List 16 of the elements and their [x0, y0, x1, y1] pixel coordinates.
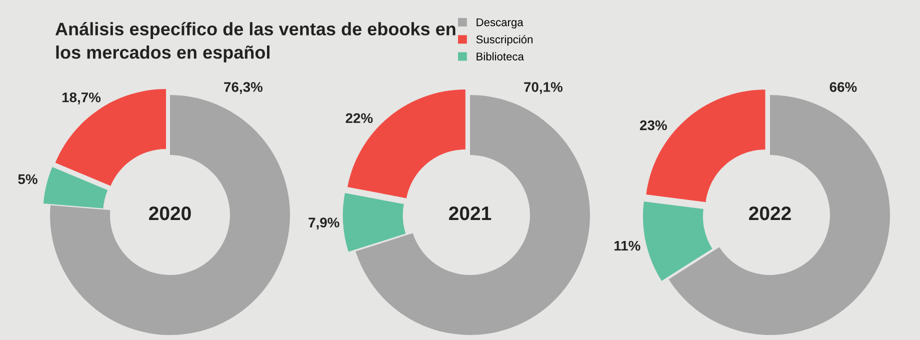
text: 2022 — [749, 206, 791, 220]
data-label: 22% — [346, 113, 373, 124]
data-label: 23% — [640, 120, 667, 130]
data-label: 11% — [614, 240, 640, 251]
legend-label: Descarga — [476, 18, 524, 28]
text: Análisis específico de las ventas de ebooks en los mercados en español — [55, 22, 456, 62]
legend-label: Biblioteca — [476, 52, 524, 60]
data-label: 5% — [18, 174, 38, 184]
legend-label: Suscripción — [476, 35, 532, 46]
text: 2020 — [149, 206, 191, 220]
text: 2021 — [449, 206, 492, 220]
data-label: 76,3% — [224, 82, 263, 94]
data-label: 7,9% — [308, 218, 340, 230]
data-label: 66% — [830, 82, 857, 92]
data-label: 18,7% — [62, 92, 101, 104]
data-label: 70,1% — [524, 82, 563, 94]
